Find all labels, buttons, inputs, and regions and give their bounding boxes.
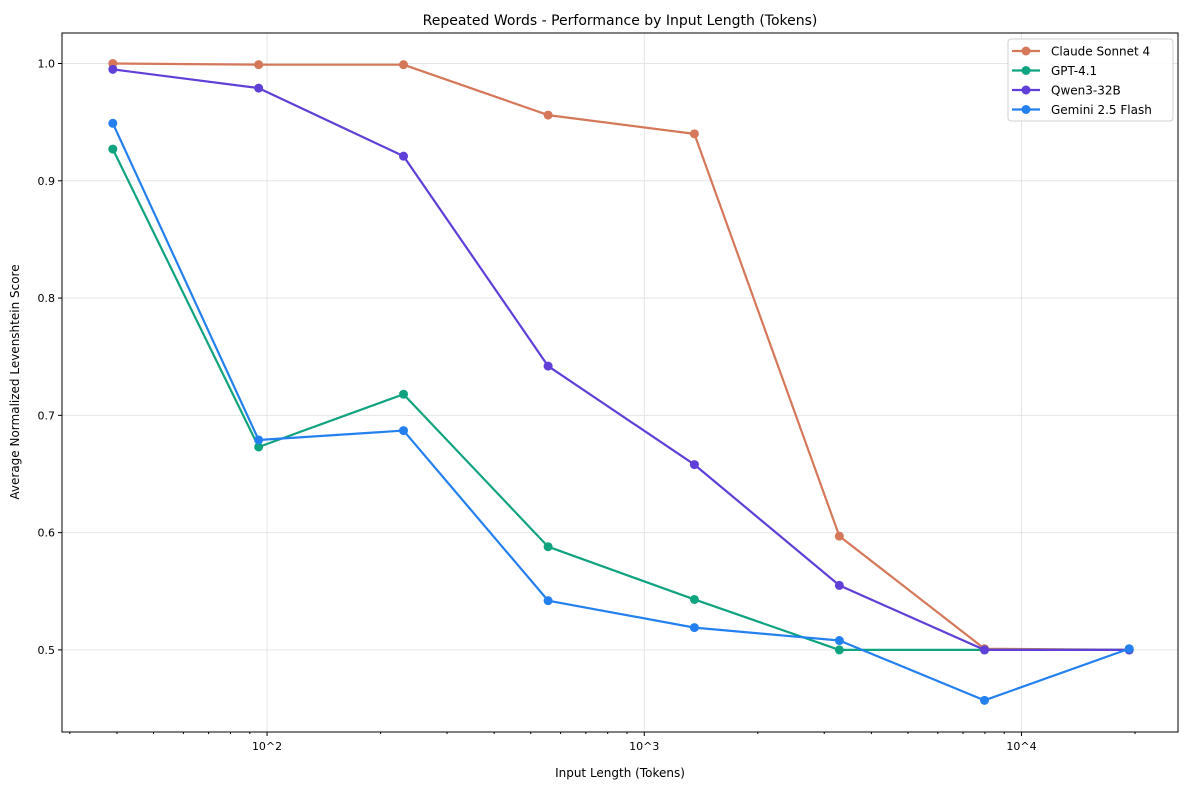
- axes: 0.5 0.6 0.7 0.8 0.9 1.0 10^2 10^3 10^4: [38, 57, 1136, 753]
- series-group: [108, 58, 1134, 705]
- data-point: [254, 435, 264, 445]
- data-point: [254, 442, 264, 452]
- data-point: [108, 64, 118, 74]
- x-tick-label: 10^3: [629, 740, 659, 753]
- data-point: [980, 695, 990, 705]
- legend-label: Qwen3-32B: [1051, 84, 1121, 98]
- plot-frame: [61, 32, 1179, 733]
- series-line: [112, 62, 1130, 652]
- legend-label: Gemini 2.5 Flash: [1051, 103, 1152, 117]
- y-tick-label: 0.5: [38, 644, 56, 657]
- data-point: [834, 531, 844, 541]
- data-point: [689, 460, 699, 470]
- x-tick-label: 10^2: [252, 740, 282, 753]
- y-tick-label: 0.6: [38, 527, 56, 540]
- data-point: [689, 129, 699, 139]
- y-tick-label: 0.8: [38, 292, 56, 305]
- series-line: [111, 148, 1130, 652]
- data-point: [399, 389, 409, 399]
- legend-marker: [1021, 105, 1031, 114]
- data-point: [254, 83, 264, 93]
- data-point: [108, 144, 118, 154]
- data-point: [980, 645, 990, 655]
- data-point: [689, 594, 699, 604]
- legend-marker: [1021, 46, 1031, 56]
- data-point: [254, 60, 264, 70]
- legend-marker: [1021, 85, 1031, 95]
- y-tick-label: 0.7: [38, 409, 56, 422]
- data-point: [108, 118, 118, 128]
- data-point: [834, 636, 844, 646]
- series-line: [111, 122, 1130, 702]
- legend-label: GPT-4.1: [1051, 64, 1097, 78]
- legend: Claude Sonnet 4 GPT-4.1 Qwen3-32B Gemini 2.…: [1007, 38, 1174, 122]
- data-point: [399, 151, 409, 161]
- data-point: [543, 542, 553, 552]
- data-point: [834, 580, 844, 590]
- x-axis-label: Input Length (Tokens): [555, 766, 685, 780]
- y-tick-label: 0.9: [38, 175, 56, 188]
- series-line: [112, 68, 1130, 652]
- data-point: [399, 426, 409, 436]
- data-point: [543, 110, 553, 120]
- data-point: [834, 645, 844, 655]
- data-point: [399, 60, 409, 70]
- legend-label: Claude Sonnet 4: [1051, 45, 1150, 59]
- x-tick-label: 10^4: [1006, 740, 1036, 753]
- data-point: [543, 596, 553, 606]
- y-tick-label: 1.0: [38, 57, 56, 70]
- y-axis-label: Average Normalized Levenshtein Score: [8, 264, 22, 499]
- data-point: [689, 623, 699, 633]
- chart-title: Repeated Words - Performance by Input Le…: [423, 13, 818, 29]
- legend-box: [1007, 38, 1174, 122]
- grid: [62, 33, 1178, 732]
- data-point: [543, 361, 553, 371]
- legend-marker: [1021, 66, 1031, 75]
- data-point: [1124, 644, 1134, 654]
